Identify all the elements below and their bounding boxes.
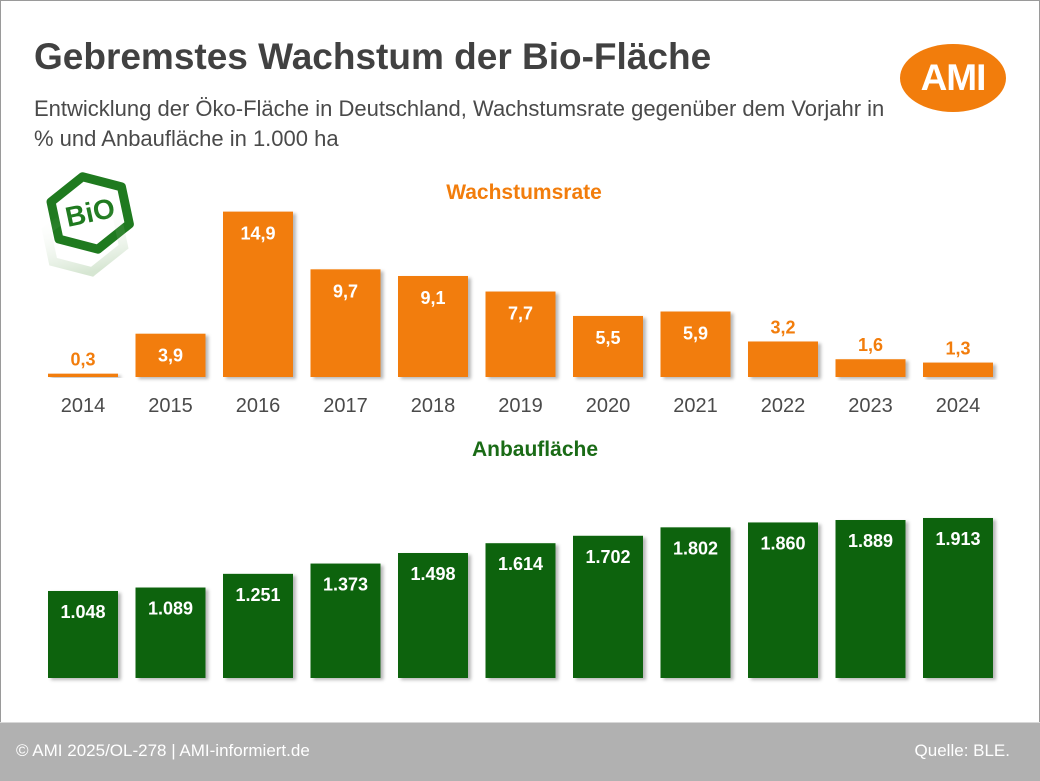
footer-source: Quelle: BLE.	[914, 741, 1010, 760]
year-label-2022: 2022	[761, 395, 806, 417]
area-value-label-2017: 1.373	[323, 575, 368, 595]
area-value-label-2021: 1.802	[673, 538, 718, 558]
area-bar-2022	[748, 522, 818, 678]
area-value-label-2014: 1.048	[60, 602, 105, 622]
growth-value-label-2020: 5,5	[595, 328, 620, 348]
area-bar-2019	[485, 543, 556, 678]
growth-rate-bars: 0,3 2014 3,9 2015 14,9 2016 9,7 2017 9,1 2018 7,7 2…	[48, 211, 993, 417]
year-label-2014: 2014	[61, 395, 106, 417]
growth-bar-2023	[835, 359, 906, 377]
area-bar-2017	[310, 563, 381, 678]
growth-value-label-2023: 1,6	[858, 335, 883, 355]
growth-bar-2015	[135, 333, 206, 377]
area-value-label-2024: 1.913	[935, 529, 980, 549]
growth-bar-2022	[748, 341, 818, 377]
year-label-2019: 2019	[498, 395, 543, 417]
area-value-label-2019: 1.614	[498, 554, 543, 574]
growth-bar-2019	[485, 291, 556, 377]
growth-bar-2018	[398, 275, 468, 377]
area-bar-2014	[48, 590, 118, 678]
area-bar-2018	[398, 553, 468, 678]
page-subtitle: Entwicklung der Öko-Fläche in Deutschlan…	[34, 96, 885, 151]
footer: © AMI 2025/OL-278 | AMI-informiert.de Qu…	[0, 722, 1040, 781]
area-value-label-2020: 1.702	[585, 547, 630, 567]
area-chart-title: Anbaufläche	[471, 438, 599, 461]
growth-value-label-2024: 1,3	[945, 339, 970, 359]
area-bar-2016	[223, 573, 293, 678]
growth-rate-chart-title: Wachstumsrate	[446, 181, 602, 204]
growth-bar-2014	[48, 373, 118, 377]
area-bar-2015	[135, 587, 206, 678]
year-label-2016: 2016	[236, 395, 281, 417]
year-label-2015: 2015	[148, 395, 193, 417]
growth-value-label-2018: 9,1	[420, 288, 445, 308]
footer-copyright: © AMI 2025/OL-278 | AMI-informiert.de	[16, 741, 310, 760]
growth-value-label-2021: 5,9	[683, 324, 708, 344]
growth-bar-2017	[310, 269, 381, 377]
area-value-label-2016: 1.251	[235, 585, 280, 605]
growth-bar-2021	[660, 311, 731, 377]
area-value-label-2022: 1.860	[760, 533, 805, 553]
page-title: Gebremstes Wachstum der Bio-Fläche	[34, 36, 712, 77]
ami-logo-text: AMI	[920, 57, 987, 98]
growth-bar-2016	[223, 211, 293, 377]
area-value-label-2023: 1.889	[848, 531, 893, 551]
growth-bar-2020	[573, 315, 643, 377]
bio-seal-icon: BiO	[41, 172, 134, 277]
area-bars: 1.048 1.089 1.251 1.373 1.498 1.614 1.702 1.802…	[48, 517, 993, 678]
area-bar-2020	[573, 535, 643, 678]
area-value-label-2018: 1.498	[410, 564, 455, 584]
area-bar-2024	[923, 517, 993, 678]
growth-value-label-2017: 9,7	[333, 281, 358, 301]
bio-seal-reflection	[41, 202, 129, 277]
bar-charts: 0,3 2014 3,9 2015 14,9 2016 9,7 2017 9,1 2018 7,7 2…	[48, 211, 993, 678]
ami-logo: AMI	[900, 44, 1006, 112]
growth-value-label-2015: 3,9	[158, 346, 183, 366]
year-label-2021: 2021	[673, 395, 718, 417]
area-bar-2021	[660, 527, 731, 678]
growth-value-label-2014: 0,3	[70, 350, 95, 370]
year-label-2020: 2020	[586, 395, 631, 417]
area-value-label-2015: 1.089	[148, 599, 193, 619]
growth-value-label-2022: 3,2	[770, 317, 795, 337]
year-label-2024: 2024	[936, 395, 981, 417]
year-label-2023: 2023	[848, 395, 893, 417]
year-label-2018: 2018	[411, 395, 456, 417]
year-label-2017: 2017	[323, 395, 368, 417]
growth-value-label-2016: 14,9	[240, 224, 275, 244]
bio-seal-hexagon	[46, 172, 134, 254]
area-bar-2023	[835, 520, 906, 678]
growth-bar-2024	[923, 362, 993, 377]
growth-value-label-2019: 7,7	[508, 304, 533, 324]
